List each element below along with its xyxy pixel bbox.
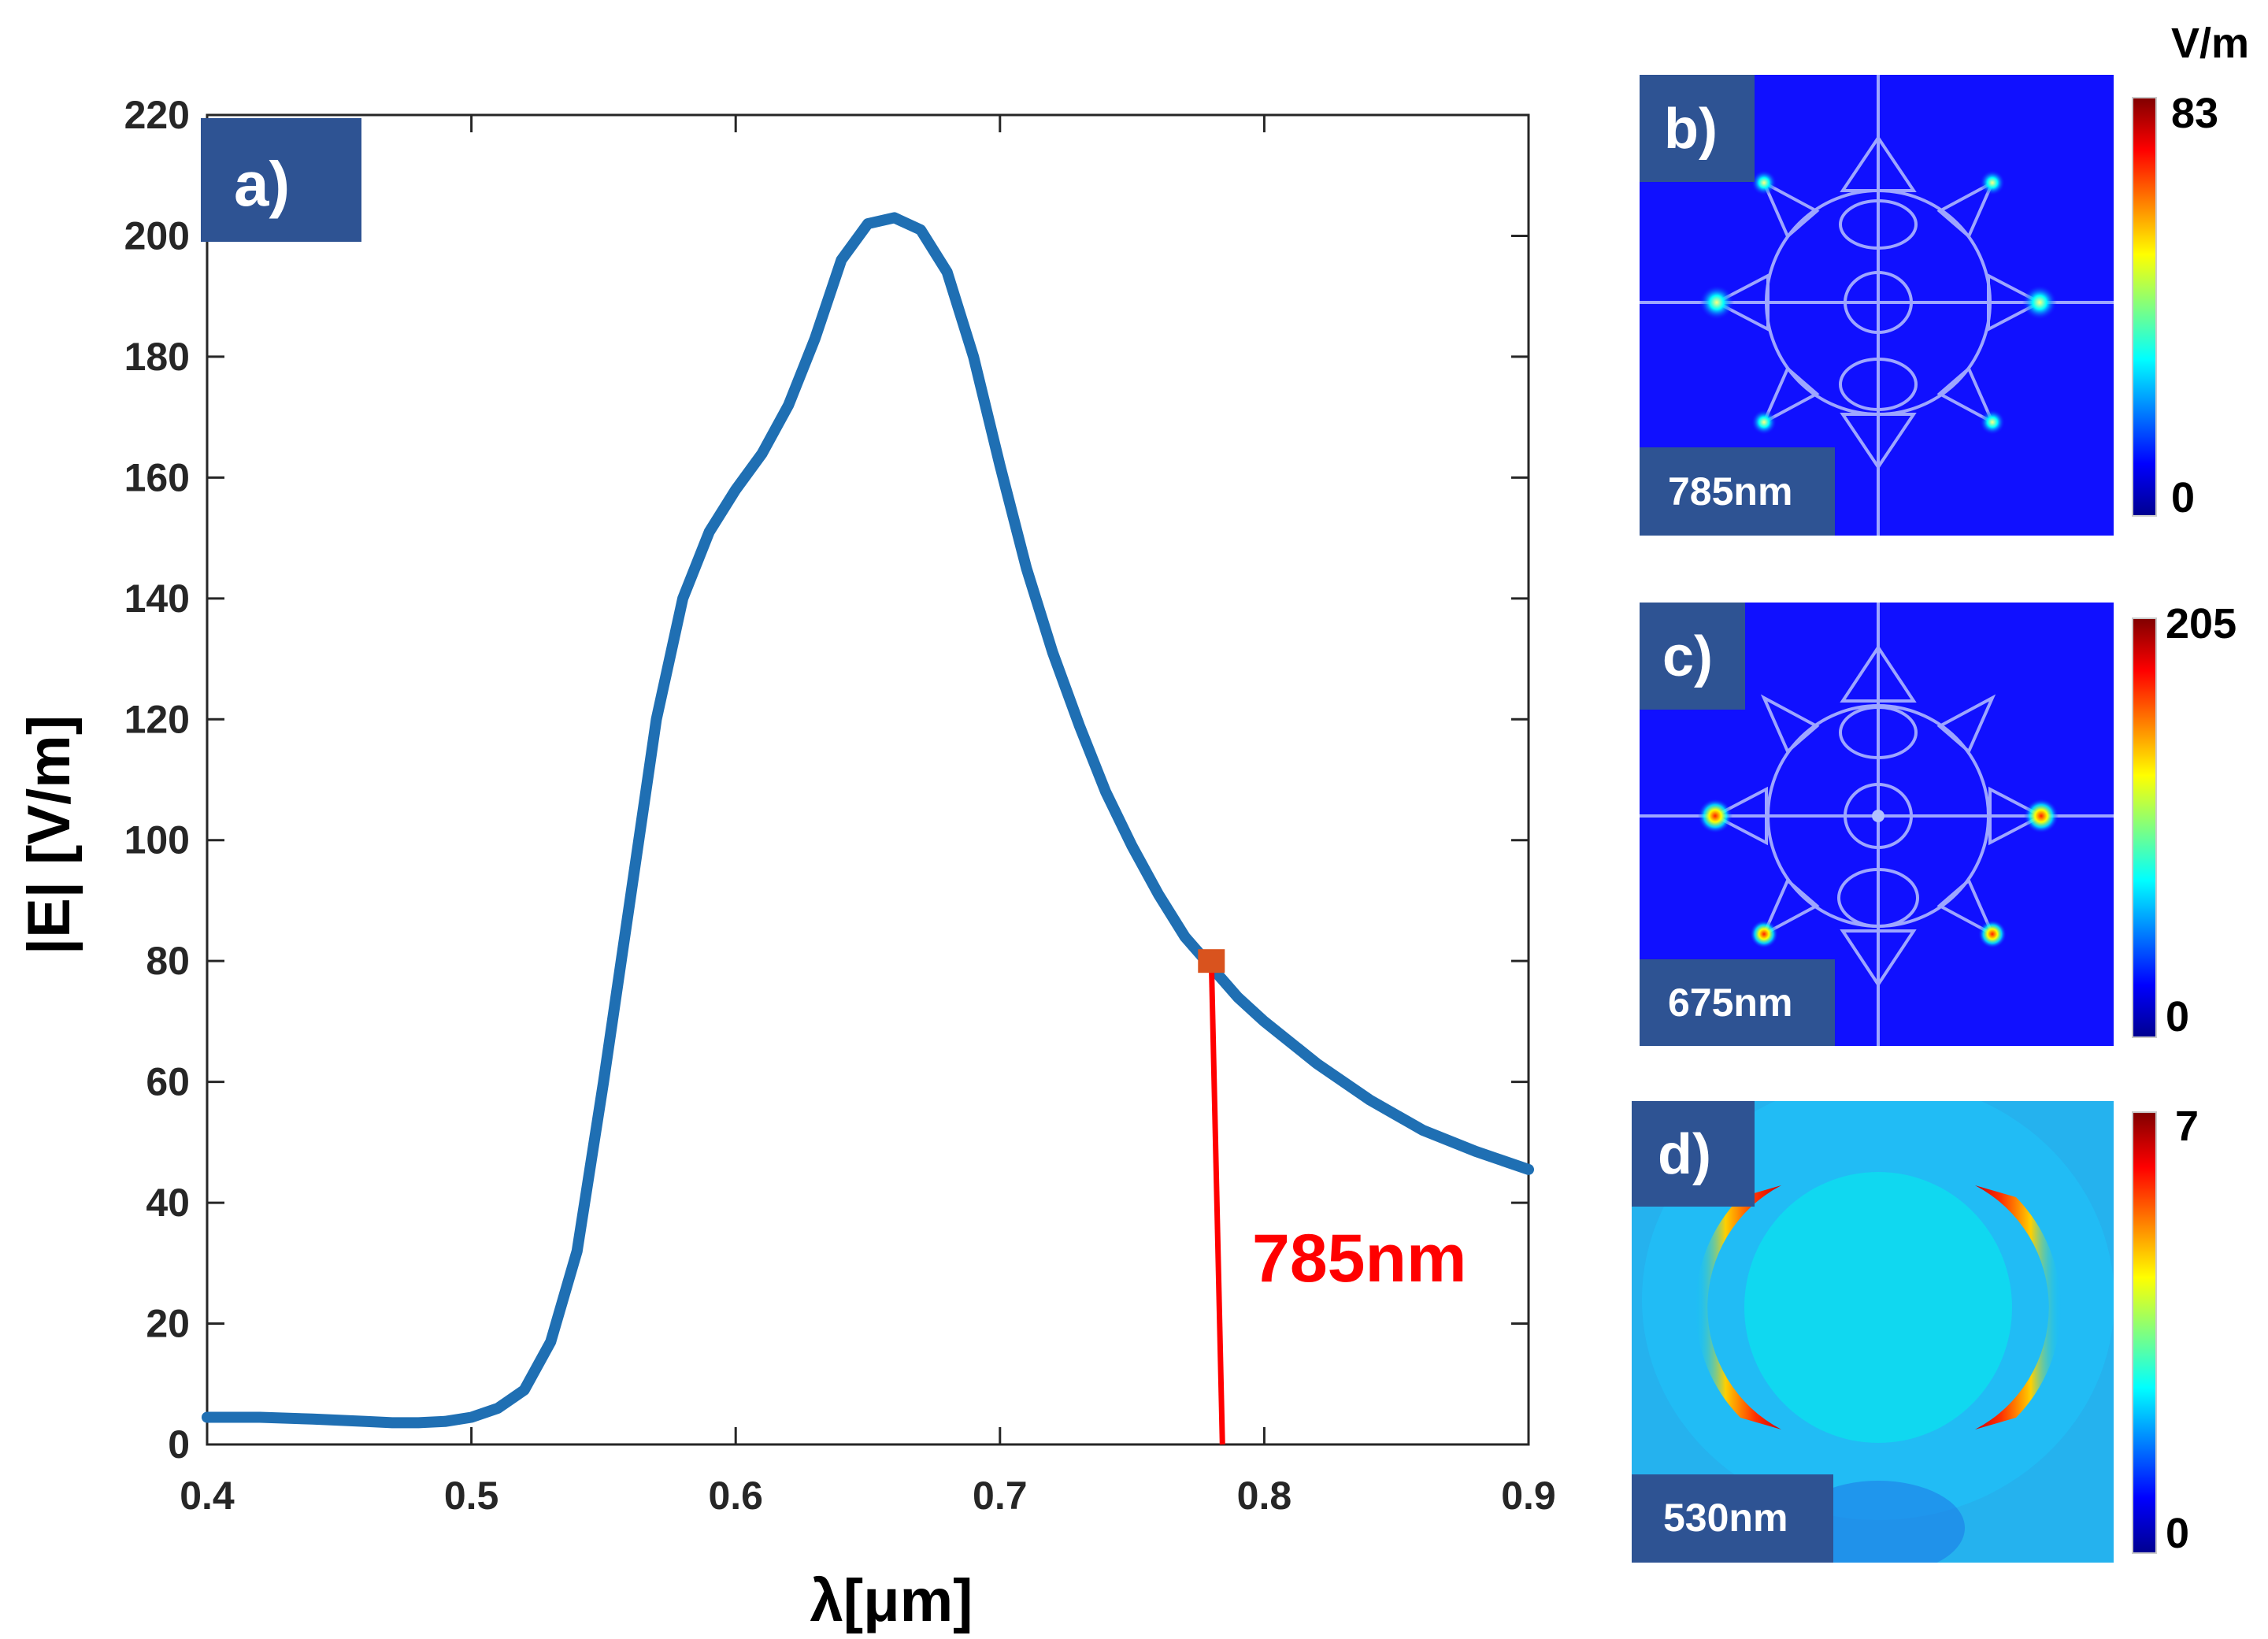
panel-a-plot: 0.4 0.5 0.6 0.7 0.8 0.9 0 20 40 60 80 100 120 140 160… (16, 93, 1556, 1634)
colorbar-d-min: 0 (2166, 1510, 2189, 1557)
y-tick-label: 200 (124, 213, 190, 258)
hotspots-c (1698, 799, 2059, 948)
colorbar-b-max: 83 (2171, 90, 2218, 137)
annotation-785nm: 785nm (1252, 1221, 1467, 1296)
colorbar-c-max: 205 (2166, 600, 2236, 647)
x-axis: 0.4 0.5 0.6 0.7 0.8 0.9 (180, 115, 1556, 1518)
y-tick-label: 60 (146, 1060, 190, 1104)
panel-tag-a: a) (234, 149, 290, 219)
x-tick-label: 0.8 (1237, 1474, 1292, 1518)
marker-drop-line (1208, 961, 1225, 1445)
panel-tag-b-bg (1640, 75, 1755, 182)
hot-region-right (1975, 1185, 2062, 1429)
y-axis-label: |E| [V/m] (16, 715, 83, 955)
wavelength-tag-c-bg (1640, 959, 1835, 1046)
particle-d (1744, 1172, 2012, 1443)
colorbar-b (2132, 97, 2157, 517)
wavelength-tag-b-bg (1640, 447, 1835, 536)
panel-tag-d: d) (1658, 1123, 1711, 1186)
colorbar-c (2132, 617, 2157, 1038)
x-axis-label: λ[μm] (810, 1567, 973, 1634)
y-tick-label: 140 (124, 577, 190, 621)
hotspots-b (1699, 170, 2057, 435)
panel-tag-d-bg (1632, 1101, 1755, 1207)
y-tick-label: 40 (146, 1181, 190, 1225)
x-tick-label: 0.4 (180, 1474, 235, 1518)
panel-tag-a-bg (201, 118, 361, 242)
wavelength-tag-d: 530nm (1663, 1496, 1788, 1540)
x-tick-label: 0.6 (708, 1474, 763, 1518)
panel-tag-c: c) (1662, 625, 1713, 688)
y-tick-label: 120 (124, 697, 190, 741)
wavelength-tag-c: 675nm (1668, 981, 1792, 1025)
y-tick-label: 0 (168, 1422, 190, 1467)
panel-c-field-map: c) 675nm 205 0 (1640, 600, 2236, 1046)
x-tick-label: 0.5 (444, 1474, 499, 1518)
wavelength-tag-d-bg (1632, 1474, 1833, 1563)
y-axis: 0 20 40 60 80 100 120 140 160 180 200 220 (124, 93, 1529, 1467)
y-tick-label: 180 (124, 335, 190, 379)
panel-tag-c-bg (1640, 603, 1745, 710)
colorbar-d-max: 7 (2175, 1103, 2199, 1150)
marker-point (1198, 949, 1225, 973)
panel-tag-b: b) (1664, 98, 1718, 161)
y-tick-label: 220 (124, 93, 190, 137)
colorbar-b-min: 0 (2171, 474, 2195, 521)
y-tick-label: 80 (146, 939, 190, 983)
colorbar-c-min: 0 (2166, 993, 2189, 1040)
x-tick-label: 0.9 (1501, 1474, 1556, 1518)
y-tick-label: 100 (124, 818, 190, 862)
colorbar-d (2132, 1111, 2157, 1554)
hot-region-left (1695, 1185, 1781, 1429)
colorbar-unit: V/m (2171, 20, 2249, 67)
y-tick-label: 20 (146, 1302, 190, 1346)
wavelength-tag-b: 785nm (1668, 469, 1792, 514)
x-tick-label: 0.7 (973, 1474, 1028, 1518)
panel-b-field-map: b) 785nm 83 0 V/m (1640, 20, 2249, 536)
y-tick-label: 160 (124, 455, 190, 499)
panel-d-field-map: d) 530nm 7 0 (1632, 1101, 2199, 1563)
plot-area (206, 113, 1530, 1446)
